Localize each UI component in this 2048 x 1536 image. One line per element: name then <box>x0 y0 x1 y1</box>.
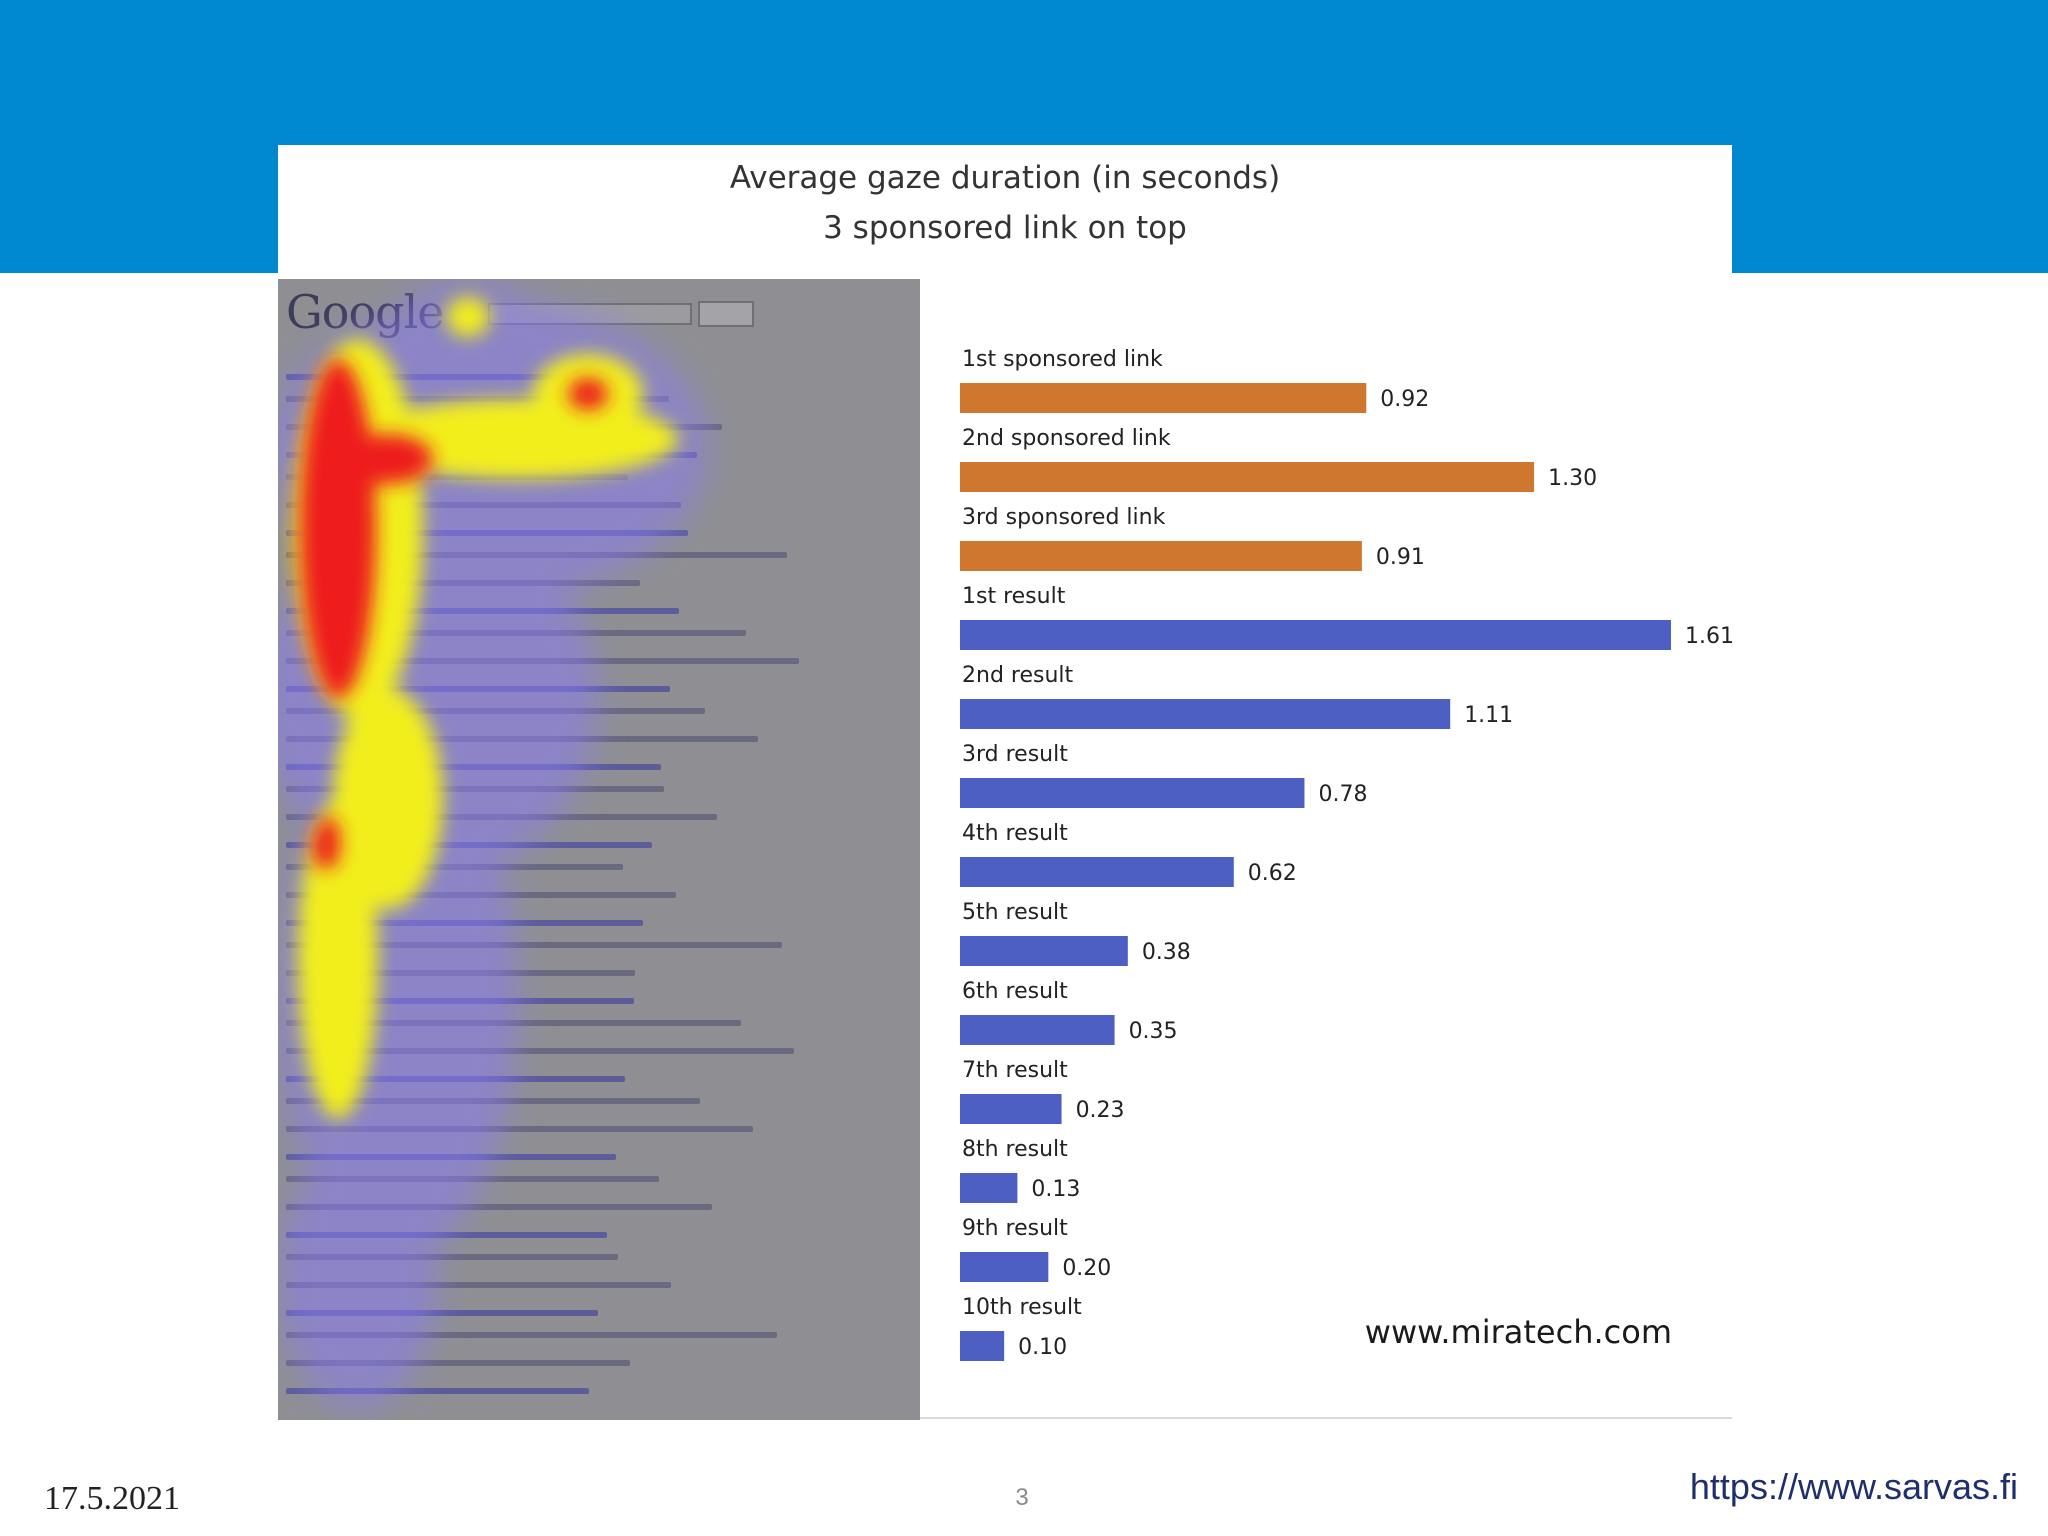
serp-text-line <box>286 892 676 898</box>
bar <box>960 778 1305 808</box>
serp-text-line <box>286 842 652 848</box>
chart-title-line2: 3 sponsored link on top <box>823 210 1187 246</box>
category-label: 4th result <box>962 821 1068 846</box>
bar <box>960 1173 1018 1203</box>
serp-text-line <box>286 786 664 792</box>
bar <box>960 383 1367 413</box>
source-credit: www.miratech.com <box>1364 1313 1672 1351</box>
serp-text-line <box>286 530 688 536</box>
value-label: 0.20 <box>1062 1256 1111 1281</box>
value-label: 0.92 <box>1380 387 1429 412</box>
value-label: 0.91 <box>1376 545 1425 570</box>
chart-title-line1: Average gaze duration (in seconds) <box>729 160 1281 196</box>
serp-text-line <box>286 396 669 402</box>
serp-text-line <box>286 608 679 614</box>
serp-text-line <box>286 1282 671 1288</box>
serp-text-line <box>286 970 635 976</box>
serp-text-line <box>286 998 634 1004</box>
serp-text-line <box>286 920 643 926</box>
value-label: 0.78 <box>1318 782 1367 807</box>
category-label: 2nd sponsored link <box>962 426 1171 451</box>
serp-text-line <box>286 686 670 692</box>
bar <box>960 936 1128 966</box>
serp-text-line <box>286 1154 616 1160</box>
google-logo: Google <box>286 285 445 339</box>
serp-text-line <box>286 814 717 820</box>
category-label: 7th result <box>962 1058 1068 1083</box>
serp-text-line <box>286 1332 777 1338</box>
serp-text-line <box>286 708 705 714</box>
bar <box>960 699 1451 729</box>
category-label: 2nd result <box>962 663 1074 688</box>
serp-text-line <box>286 1254 618 1260</box>
category-label: 3rd sponsored link <box>962 505 1166 530</box>
category-label: 3rd result <box>962 742 1068 767</box>
value-label: 1.30 <box>1548 466 1597 491</box>
serp-text-line <box>286 452 697 458</box>
category-label: 5th result <box>962 900 1068 925</box>
serp-text-line <box>286 424 722 430</box>
value-label: 0.38 <box>1142 940 1191 965</box>
category-label: 1st result <box>962 584 1066 609</box>
bar <box>960 1094 1062 1124</box>
value-label: 0.35 <box>1129 1019 1178 1044</box>
serp-text-line <box>286 1232 607 1238</box>
bar <box>960 1331 1005 1361</box>
gaze-bar-chart: 1st sponsored link 0.92 2nd sponsored link… <box>960 347 1734 1361</box>
category-label: 1st sponsored link <box>962 347 1163 372</box>
slide-page-number: 3 <box>1015 1484 1029 1511</box>
serp-text-line <box>286 474 628 480</box>
serp-text-line <box>286 374 586 380</box>
serp-text-line <box>286 1388 589 1394</box>
value-label: 0.23 <box>1076 1098 1125 1123</box>
value-label: 0.13 <box>1031 1177 1080 1202</box>
serp-text-line <box>286 864 623 870</box>
serp-text-line <box>286 1204 712 1210</box>
serp-text-line <box>286 1076 625 1082</box>
category-label: 8th result <box>962 1137 1068 1162</box>
value-label: 1.11 <box>1464 703 1513 728</box>
bar <box>960 857 1234 887</box>
serp-text-line <box>286 764 661 770</box>
bar <box>960 1015 1115 1045</box>
serp-text-line <box>286 1310 598 1316</box>
serp-text-line <box>286 1176 659 1182</box>
chart-title: Average gaze duration (in seconds) 3 spo… <box>278 153 1732 253</box>
slide-date: 17.5.2021 <box>44 1480 180 1517</box>
bar <box>960 620 1671 650</box>
value-label: 0.10 <box>1018 1335 1067 1360</box>
value-label: 0.62 <box>1248 861 1297 886</box>
serp-text-line <box>286 1360 630 1366</box>
serp-text-line <box>286 580 640 586</box>
bar <box>960 541 1362 571</box>
serp-text-line <box>286 502 681 508</box>
serp-text-line <box>286 1126 753 1132</box>
bar <box>960 462 1535 492</box>
category-label: 10th result <box>962 1295 1082 1320</box>
serp-text-line <box>286 1048 794 1054</box>
bar <box>960 1252 1049 1282</box>
category-label: 9th result <box>962 1216 1068 1241</box>
serp-text-line <box>286 1098 700 1104</box>
figure-bottom-rule <box>920 1417 1732 1419</box>
serp-text-line <box>286 942 782 948</box>
value-label: 1.61 <box>1685 624 1734 649</box>
slide-url-link[interactable]: https://www.sarvas.fi <box>1689 1466 2018 1507</box>
category-label: 6th result <box>962 979 1068 1004</box>
